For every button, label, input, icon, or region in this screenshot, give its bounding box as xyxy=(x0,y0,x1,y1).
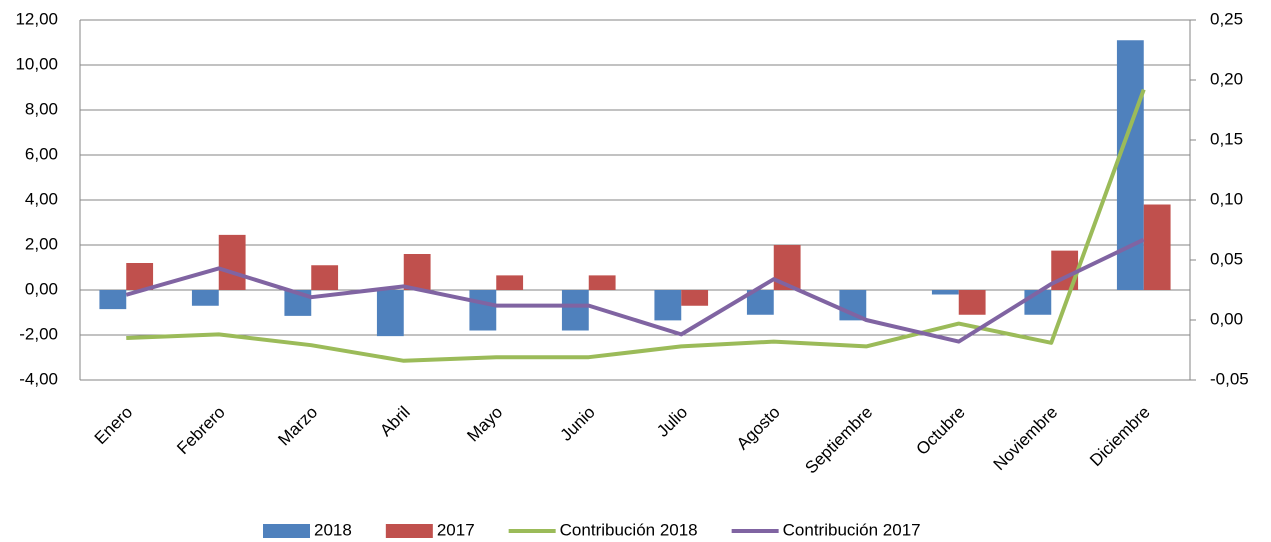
bar xyxy=(311,265,339,290)
x-tick-label: Septiembre xyxy=(801,403,876,478)
bar xyxy=(588,275,616,290)
bar xyxy=(376,290,404,337)
x-tick-label: Febrero xyxy=(173,403,229,459)
x-tick-label: Diciembre xyxy=(1086,403,1154,471)
y2-tick-label: -0,05 xyxy=(1210,369,1249,388)
y-tick-label: 10,00 xyxy=(15,54,58,73)
y-tick-label: 6,00 xyxy=(25,144,58,163)
legend-swatch xyxy=(263,524,310,538)
bar xyxy=(126,263,154,290)
legend-label: Contribución 2017 xyxy=(783,520,921,539)
bar xyxy=(99,290,127,310)
y-tick-label: -2,00 xyxy=(19,324,58,343)
y-tick-label: 0,00 xyxy=(25,279,58,298)
bar xyxy=(1143,204,1171,290)
legend-label: 2018 xyxy=(314,520,352,539)
x-tick-label: Enero xyxy=(91,403,137,449)
y2-tick-label: 0,15 xyxy=(1210,129,1243,148)
y2-tick-label: 0,20 xyxy=(1210,69,1243,88)
y-tick-label: 8,00 xyxy=(25,99,58,118)
line xyxy=(126,88,1146,363)
bar xyxy=(403,254,431,290)
legend-label: Contribución 2018 xyxy=(560,520,698,539)
y-tick-label: 4,00 xyxy=(25,189,58,208)
x-tick-label: Junio xyxy=(557,403,599,445)
legend-swatch xyxy=(385,524,433,538)
x-tick-label: Octubre xyxy=(913,403,969,459)
legend-label: 2017 xyxy=(437,520,475,539)
y-tick-label: 12,00 xyxy=(15,9,58,28)
y2-tick-label: 0,25 xyxy=(1210,9,1243,28)
bar xyxy=(654,290,682,321)
bar xyxy=(931,290,959,295)
y2-tick-label: 0,00 xyxy=(1210,309,1243,328)
bar xyxy=(681,290,709,306)
x-tick-label: Mayo xyxy=(463,403,506,446)
line xyxy=(125,237,1145,344)
y-tick-label: -4,00 xyxy=(19,369,58,388)
bar xyxy=(958,290,986,315)
bar xyxy=(561,290,589,331)
x-tick-label: Julio xyxy=(653,403,691,441)
x-tick-label: Abril xyxy=(376,403,413,440)
bar xyxy=(469,290,497,331)
x-tick-label: Noviembre xyxy=(990,403,1062,475)
bar xyxy=(218,234,246,290)
y2-tick-label: 0,10 xyxy=(1210,189,1243,208)
bar xyxy=(496,275,524,290)
x-tick-label: Marzo xyxy=(274,403,321,450)
bar xyxy=(191,290,219,306)
x-tick-label: Agosto xyxy=(733,403,784,454)
y2-tick-label: 0,05 xyxy=(1210,249,1243,268)
y-tick-label: 2,00 xyxy=(25,234,58,253)
